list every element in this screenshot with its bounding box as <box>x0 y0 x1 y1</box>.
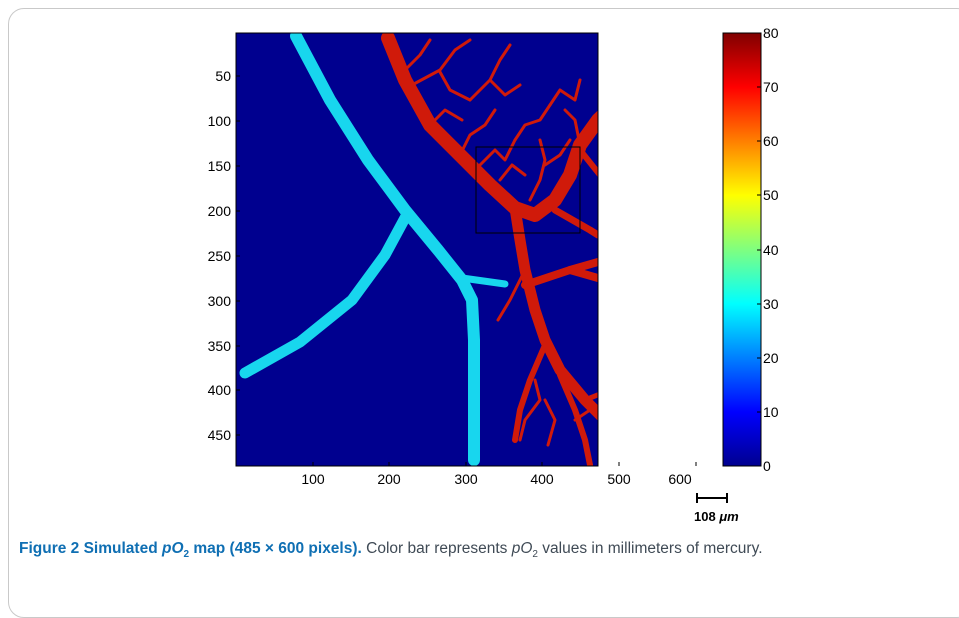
x-axis <box>312 462 697 466</box>
y-tick-label: 450 <box>208 427 232 443</box>
x-tick-label: 500 <box>607 471 631 487</box>
x-tick-label: 200 <box>377 471 401 487</box>
y-axis <box>236 75 240 436</box>
y-tick-label: 150 <box>208 158 232 174</box>
capillary-network <box>403 38 598 447</box>
colorbar <box>722 32 762 467</box>
y-tick-label: 200 <box>208 203 232 219</box>
y-tick-label: 400 <box>208 382 232 398</box>
colorbar-tick-label: 80 <box>763 25 779 41</box>
colorbar-tick-label: 30 <box>763 296 779 312</box>
colorbar-tick-label: 60 <box>763 133 779 149</box>
region-of-interest-box <box>475 146 581 234</box>
colorbar-tick-label: 40 <box>763 242 779 258</box>
y-tick-label: 250 <box>208 248 232 264</box>
vein-network <box>239 33 509 466</box>
y-tick-label: 50 <box>215 68 231 84</box>
scale-bar-label: 108 μm <box>694 509 739 524</box>
x-tick-label: 400 <box>530 471 554 487</box>
colorbar-tick-label: 20 <box>763 350 779 366</box>
scale-bar <box>696 493 728 503</box>
x-tick-label: 600 <box>668 471 692 487</box>
colorbar-tick-label: 50 <box>763 187 779 203</box>
colorbar-tick-label: 70 <box>763 79 779 95</box>
colorbar-ticks <box>757 32 761 467</box>
y-tick-label: 300 <box>208 293 232 309</box>
colorbar-tick-label: 10 <box>763 404 779 420</box>
y-tick-label: 100 <box>208 113 232 129</box>
y-tick-label: 350 <box>208 338 232 354</box>
figure-caption: Figure 2 Simulated pO2 map (485 × 600 pi… <box>19 538 919 566</box>
x-tick-label: 300 <box>454 471 478 487</box>
figure-graphic: 50 100 150 200 250 300 350 400 450 100 2… <box>208 25 779 524</box>
colorbar-tick-label: 0 <box>763 458 771 474</box>
plot-border <box>235 32 599 467</box>
caption-body: Color bar represents pO2 values in milli… <box>361 540 763 561</box>
caption-title: Figure 2 Simulated pO2 map (485 × 600 pi… <box>19 540 362 561</box>
x-tick-label: 100 <box>301 471 325 487</box>
